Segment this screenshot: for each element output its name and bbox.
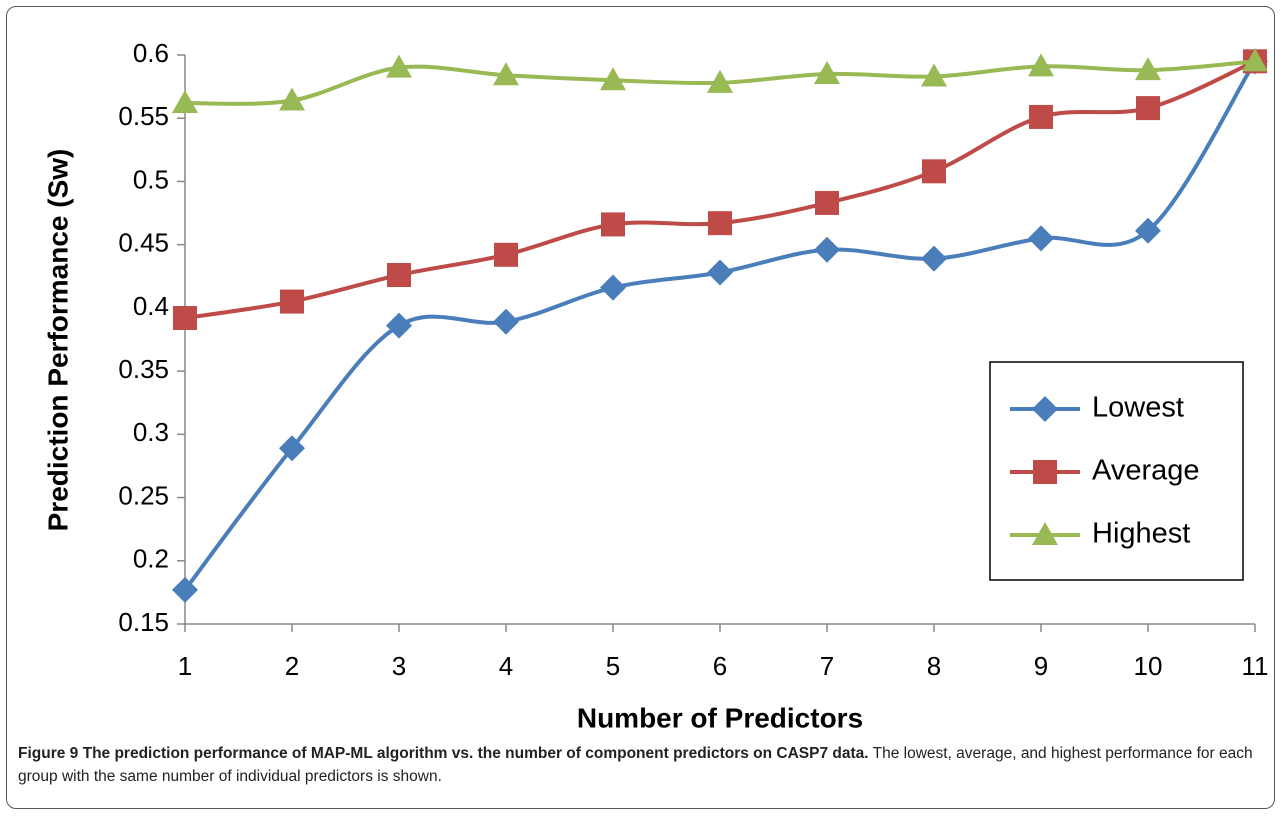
marker bbox=[1028, 225, 1054, 252]
y-tick-label: 0.45 bbox=[118, 228, 169, 258]
x-tick-label: 9 bbox=[1034, 651, 1048, 681]
x-tick-label: 4 bbox=[499, 651, 513, 681]
legend-label: Average bbox=[1092, 455, 1200, 487]
y-axis-title: Prediction Performance (Sw) bbox=[42, 149, 73, 532]
marker bbox=[815, 190, 839, 215]
x-tick-label: 10 bbox=[1134, 651, 1163, 681]
marker bbox=[1135, 57, 1161, 81]
x-tick-label: 5 bbox=[606, 651, 620, 681]
marker bbox=[386, 54, 412, 78]
marker bbox=[1032, 522, 1058, 545]
marker bbox=[1033, 460, 1057, 484]
chart: Number of Predictors Prediction Performa… bbox=[42, 38, 1269, 734]
x-tick-label: 2 bbox=[285, 651, 299, 681]
marker bbox=[707, 69, 733, 93]
y-tick-label: 0.4 bbox=[133, 291, 169, 321]
marker bbox=[172, 90, 198, 114]
marker bbox=[493, 62, 519, 86]
marker bbox=[172, 576, 198, 603]
marker bbox=[493, 308, 519, 335]
marker bbox=[600, 274, 626, 301]
y-tick-label: 0.6 bbox=[133, 38, 169, 68]
caption-text: The lowest, average, and highest perform… bbox=[18, 745, 1253, 785]
marker bbox=[1135, 217, 1161, 244]
marker bbox=[280, 289, 304, 314]
y-tick-label: 0.35 bbox=[118, 354, 169, 384]
x-axis-title: Number of Predictors bbox=[577, 702, 863, 733]
caption-title: Figure 9 The prediction performance of M… bbox=[18, 745, 869, 762]
marker bbox=[494, 242, 518, 267]
marker bbox=[1136, 96, 1160, 121]
caption: Figure 9 The prediction performance of M… bbox=[18, 742, 1268, 788]
y-tick-label: 0.15 bbox=[118, 607, 169, 637]
marker bbox=[707, 259, 733, 286]
marker bbox=[173, 306, 197, 331]
legend-label: Highest bbox=[1092, 518, 1190, 550]
x-tick-label: 6 bbox=[713, 651, 727, 681]
x-tick-label: 7 bbox=[820, 651, 834, 681]
x-tick-label: 1 bbox=[178, 651, 192, 681]
marker bbox=[1242, 48, 1268, 72]
marker bbox=[279, 435, 305, 462]
legend-label: Lowest bbox=[1092, 392, 1184, 424]
y-tick-label: 0.55 bbox=[118, 101, 169, 131]
marker bbox=[921, 63, 947, 87]
figure-frame bbox=[6, 6, 1275, 809]
marker bbox=[814, 236, 840, 263]
marker bbox=[922, 159, 946, 184]
marker bbox=[279, 87, 305, 111]
marker bbox=[1029, 104, 1053, 129]
marker bbox=[1028, 53, 1054, 77]
y-tick-label: 0.3 bbox=[133, 417, 169, 447]
marker bbox=[386, 312, 412, 339]
marker bbox=[708, 211, 732, 236]
marker bbox=[601, 212, 625, 237]
y-tick-label: 0.25 bbox=[118, 480, 169, 510]
y-tick-label: 0.2 bbox=[133, 544, 169, 574]
marker bbox=[1032, 396, 1058, 422]
x-tick-label: 8 bbox=[927, 651, 941, 681]
marker bbox=[600, 67, 626, 91]
x-tick-label: 3 bbox=[392, 651, 406, 681]
y-tick-label: 0.5 bbox=[133, 164, 169, 194]
marker bbox=[921, 245, 947, 272]
x-tick-label: 11 bbox=[1242, 651, 1269, 681]
marker bbox=[814, 60, 840, 84]
marker bbox=[387, 263, 411, 288]
